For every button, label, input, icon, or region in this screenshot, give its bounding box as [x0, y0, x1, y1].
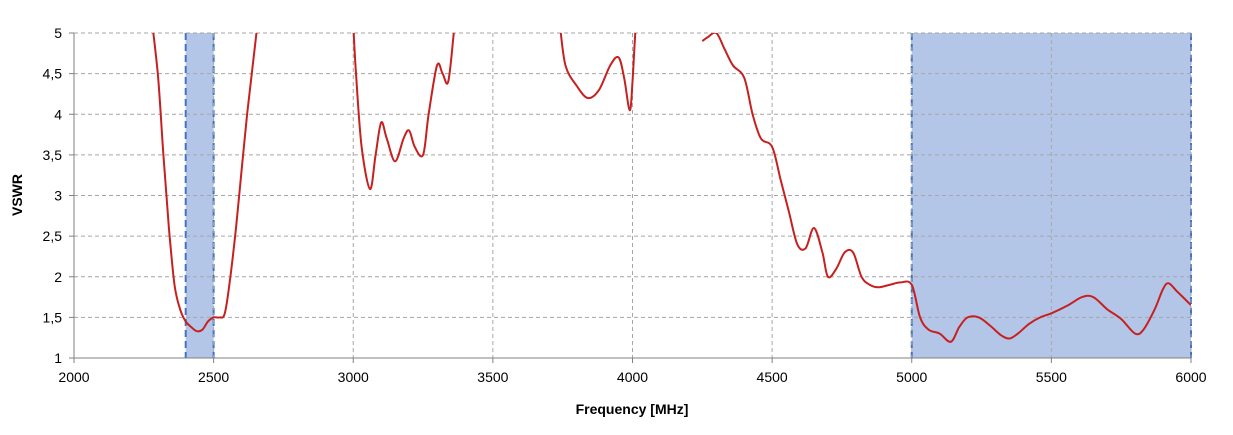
y-tick-label: 1,5	[43, 309, 63, 325]
y-tick-label: 2,5	[43, 228, 63, 244]
x-tick-label: 3500	[477, 369, 508, 385]
vswr-series-line	[352, 33, 455, 191]
y-tick-label: 4,5	[43, 66, 63, 82]
vswr-series-line	[559, 33, 637, 112]
y-tick-label: 3	[54, 188, 62, 204]
y-axis-label: VSWR	[9, 174, 25, 216]
vswr-series-line	[701, 33, 1191, 343]
x-axis-label: Frequency [MHz]	[576, 401, 689, 417]
y-tick-label: 2	[54, 269, 62, 285]
x-tick-label: 6000	[1175, 369, 1206, 385]
y-tick-label: 5	[54, 25, 62, 41]
x-tick-label: 5500	[1036, 369, 1067, 385]
x-tick-label: 4000	[617, 369, 648, 385]
x-tick-label: 2500	[198, 369, 229, 385]
x-tick-label: 3000	[338, 369, 369, 385]
y-tick-label: 4	[54, 106, 62, 122]
x-tick-label: 5000	[896, 369, 927, 385]
x-tick-label: 2000	[58, 369, 89, 385]
vswr-series-line	[152, 33, 258, 333]
x-tick-label: 4500	[757, 369, 788, 385]
y-tick-label: 1	[54, 350, 62, 366]
y-tick-label: 3,5	[43, 147, 63, 163]
